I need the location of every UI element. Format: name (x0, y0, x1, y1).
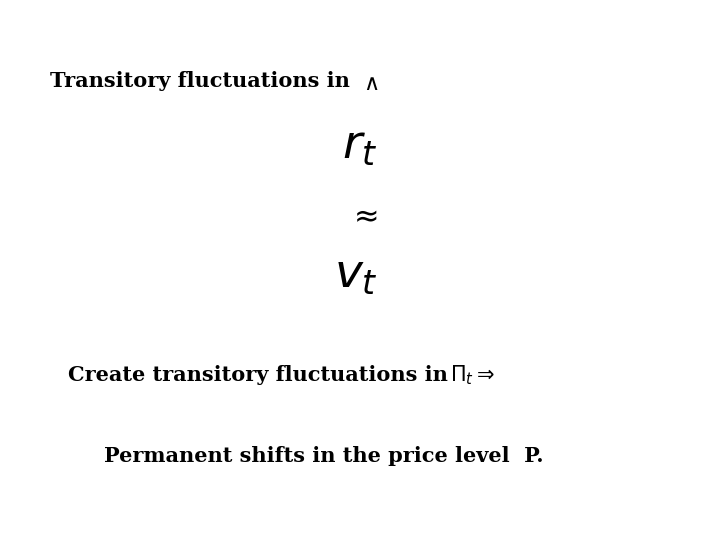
Text: Create transitory fluctuations in: Create transitory fluctuations in (68, 365, 449, 386)
Text: Permanent shifts in the price level  P.: Permanent shifts in the price level P. (104, 446, 544, 467)
Text: Transitory fluctuations in: Transitory fluctuations in (50, 71, 350, 91)
Text: $v_t$: $v_t$ (335, 253, 378, 298)
Text: $r_t$: $r_t$ (342, 123, 378, 168)
Text: $\Pi_t \Rightarrow$: $\Pi_t \Rightarrow$ (450, 363, 495, 387)
Text: $\approx$: $\approx$ (348, 201, 379, 231)
Text: $\wedge$: $\wedge$ (363, 73, 379, 94)
